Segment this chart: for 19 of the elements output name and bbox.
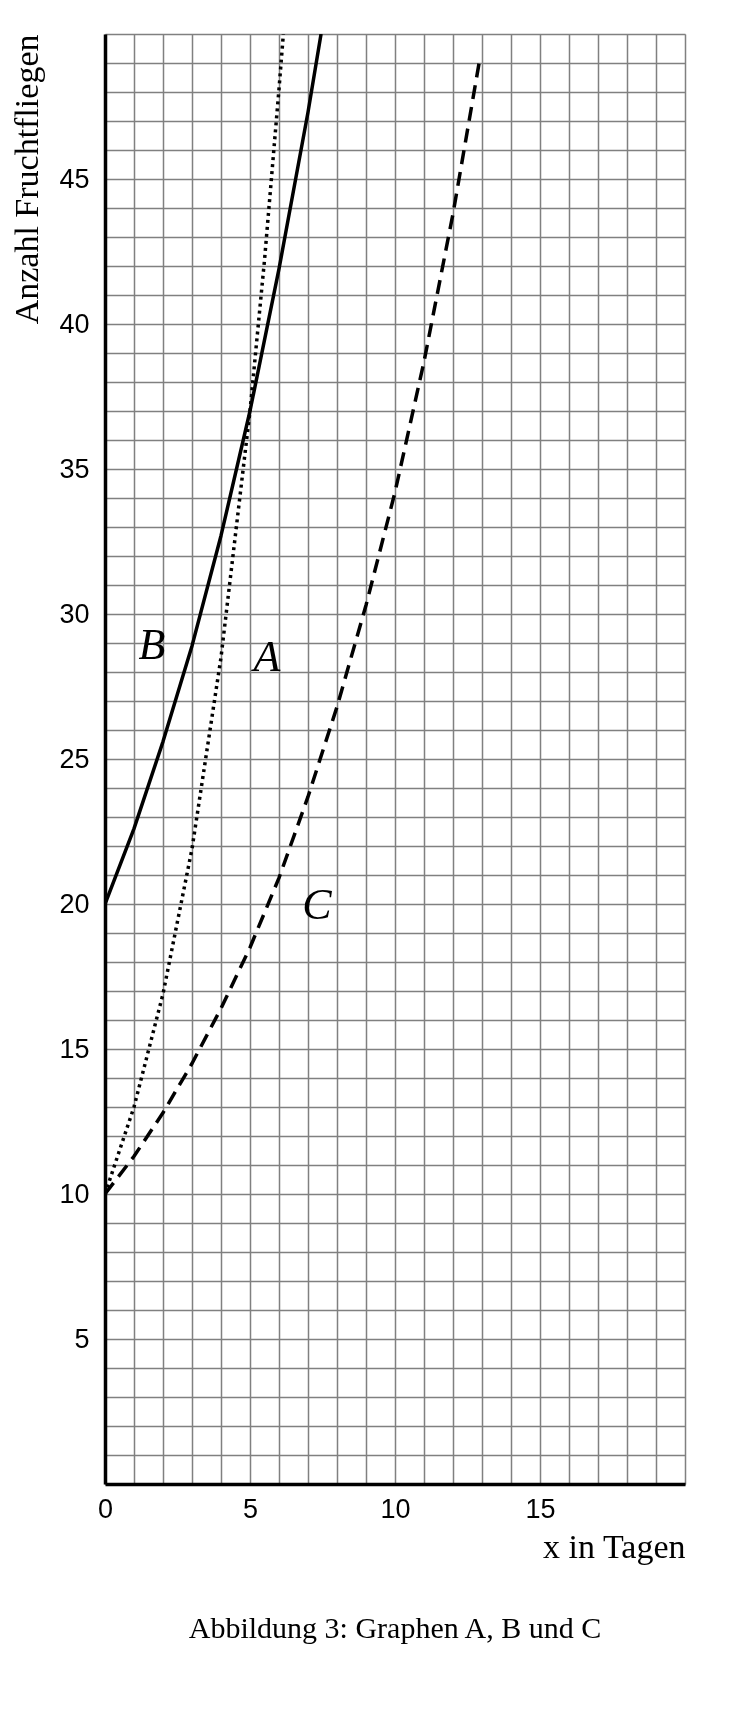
x-axis-title: x in Tagen xyxy=(543,1527,686,1565)
y-tick-label: 40 xyxy=(59,308,90,339)
y-tick-label: 10 xyxy=(59,1178,90,1209)
y-tick-label: 35 xyxy=(59,453,90,484)
x-tick-label: 10 xyxy=(380,1493,411,1524)
y-tick-label: 45 xyxy=(59,163,90,194)
x-tick-label: 0 xyxy=(97,1493,114,1524)
y-tick-label: 25 xyxy=(59,743,90,774)
y-tick-label: 15 xyxy=(59,1033,90,1064)
text: Abbildung 3: Graphen A, B und C xyxy=(188,1611,602,1644)
y-tick-label: 5 xyxy=(74,1323,90,1354)
series-label: B xyxy=(138,619,166,669)
y-tick-label: 30 xyxy=(59,598,90,629)
y-tick-label: 20 xyxy=(59,888,90,919)
x-tick-label: 5 xyxy=(242,1493,259,1524)
x-tick-label: 15 xyxy=(525,1493,556,1524)
series-label: A xyxy=(250,631,282,681)
series-label: C xyxy=(302,879,333,929)
y-axis-title: Anzahl Fruchtfliegen xyxy=(8,34,46,325)
